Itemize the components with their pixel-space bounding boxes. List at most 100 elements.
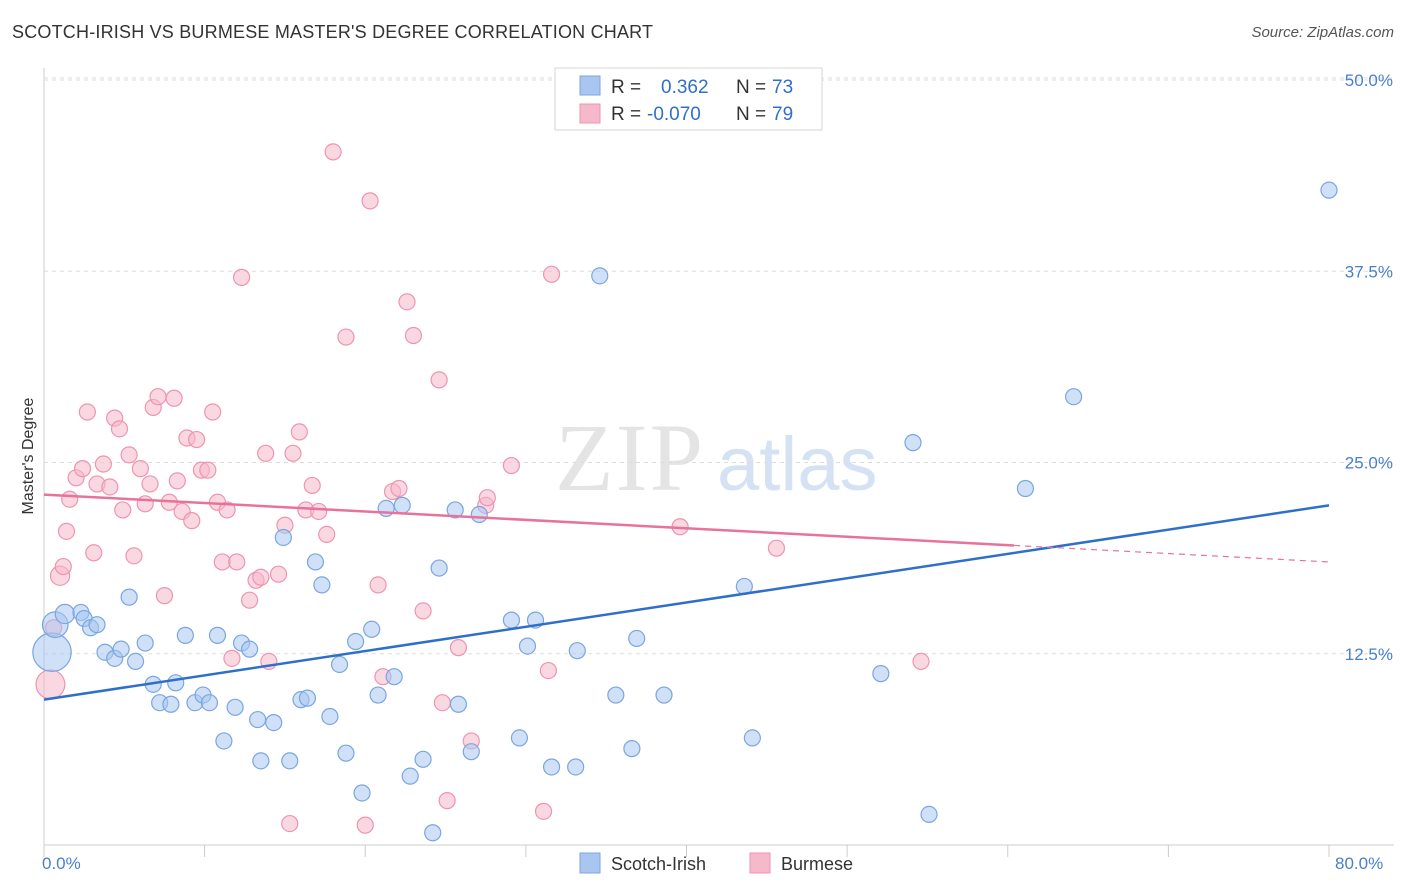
- trend-lines: [43, 493, 1330, 701]
- burmese-point: [73, 460, 92, 478]
- scotch-irish-point: [112, 640, 130, 658]
- scotch-irish-point: [424, 824, 442, 842]
- burmese-point: [241, 591, 259, 609]
- scotch-irish-trend-line: [43, 504, 1330, 701]
- x-axis-ticks: [43, 845, 1330, 857]
- burmese-point: [539, 661, 557, 680]
- burmese-point: [199, 461, 217, 479]
- scotch-irish-point: [502, 611, 521, 629]
- burmese-point: [232, 268, 251, 286]
- burmese-point: [310, 502, 328, 521]
- y-tick-label: 12.5%: [1345, 645, 1393, 664]
- burmese-point: [35, 669, 66, 700]
- scotch-irish-point: [393, 496, 411, 514]
- scotch-irish-point: [32, 632, 72, 673]
- scotch-irish-point: [510, 729, 529, 747]
- scotch-irish-point: [265, 713, 283, 732]
- burmese-point: [361, 192, 379, 210]
- scotch-irish-point: [385, 668, 403, 686]
- bottom-legend-swatch-scotch-irish: [579, 852, 601, 874]
- legend-n-value: 73: [772, 77, 793, 98]
- scotch-irish-point: [591, 267, 609, 285]
- scotch-irish-point: [904, 434, 922, 452]
- burmese-point: [534, 802, 553, 820]
- scotch-irish-point: [401, 767, 419, 785]
- burmese-point: [390, 479, 408, 498]
- burmese-point: [110, 420, 129, 438]
- burmese-point: [318, 525, 336, 544]
- scotch-irish-point: [241, 640, 259, 658]
- burmese-point: [269, 565, 288, 583]
- burmese-point: [404, 326, 423, 345]
- burmese-point: [61, 490, 79, 508]
- burmese-point: [303, 476, 321, 495]
- scotch-irish-point: [167, 674, 185, 692]
- burmese-point: [131, 460, 149, 478]
- y-tick-label: 25.0%: [1345, 454, 1393, 473]
- burmese-point: [449, 639, 468, 657]
- scotch-irish-point: [337, 744, 355, 762]
- scotch-irish-point: [567, 758, 585, 776]
- scotch-irish-point: [920, 805, 938, 824]
- legend-r-value: -0.070: [647, 104, 701, 125]
- burmese-point: [356, 816, 374, 834]
- burmese-point: [502, 456, 521, 475]
- burmese-point: [78, 403, 96, 421]
- scotch-irish-point: [743, 729, 761, 747]
- scotch-irish-point: [313, 576, 331, 594]
- scotch-irish-point: [321, 707, 339, 726]
- bottom-legend-swatch-burmese: [749, 852, 771, 874]
- burmese-point: [257, 444, 275, 462]
- burmese-point: [213, 553, 231, 571]
- x-tick-label-max: 80.0%: [1335, 854, 1383, 873]
- burmese-point: [218, 501, 236, 519]
- legend-r-label: R =: [611, 104, 641, 125]
- burmese-point: [542, 265, 561, 283]
- burmese-point: [478, 489, 496, 507]
- burmese-point: [101, 478, 119, 496]
- scotch-irish-point: [607, 686, 625, 704]
- burmese-trend-line-extension: [1014, 544, 1330, 563]
- burmese-point: [398, 293, 416, 311]
- burmese-point: [57, 522, 76, 540]
- watermark-atlas: atlas: [717, 422, 878, 507]
- burmese-point: [223, 649, 241, 667]
- burmese-point: [165, 389, 183, 407]
- y-tick-label: 50.0%: [1345, 71, 1393, 90]
- bottom-legend-label-burmese: Burmese: [781, 854, 853, 874]
- scotch-irish-point: [449, 695, 468, 713]
- burmese-point: [281, 814, 299, 833]
- burmese-point: [337, 328, 355, 346]
- legend-swatch-burmese: [579, 103, 601, 124]
- scotch-irish-point: [462, 743, 480, 761]
- legend-n-label: N =: [736, 77, 766, 98]
- scotch-irish-point: [215, 732, 233, 750]
- legend-swatch-scotch-irish: [579, 75, 601, 96]
- y-axis-label: Master's Degree: [20, 397, 37, 514]
- scotch-irish-point: [446, 501, 464, 519]
- scotch-irish-point: [281, 752, 299, 770]
- burmese-point: [369, 576, 387, 594]
- scotch-irish-point: [252, 752, 270, 770]
- scotch-irish-point: [176, 626, 194, 644]
- scotch-irish-point: [470, 505, 488, 524]
- burmese-point: [204, 403, 222, 421]
- scotch-irish-point: [872, 665, 890, 683]
- scotch-irish-point: [347, 632, 365, 651]
- scotch-irish-point: [298, 689, 317, 707]
- scotch-irish-point: [542, 758, 561, 776]
- scotch-irish-point: [353, 784, 371, 802]
- scotch-irish-point: [120, 588, 138, 606]
- burmese-point: [433, 694, 451, 712]
- legend: R = 0.362 N = 73 R = -0.070 N = 79: [554, 67, 823, 131]
- burmese-point: [187, 430, 206, 449]
- burmese-point: [85, 544, 103, 562]
- scotch-irish-point: [274, 528, 292, 547]
- scotch-irish-point: [208, 626, 227, 644]
- scotch-irish-point: [226, 698, 244, 716]
- burmese-point: [125, 547, 143, 565]
- y-axis-tick-labels: 12.5% 25.0% 37.5% 50.0%: [1345, 71, 1393, 664]
- x-tick-label-min: 0.0%: [42, 854, 81, 873]
- burmese-trend-line: [43, 493, 1015, 547]
